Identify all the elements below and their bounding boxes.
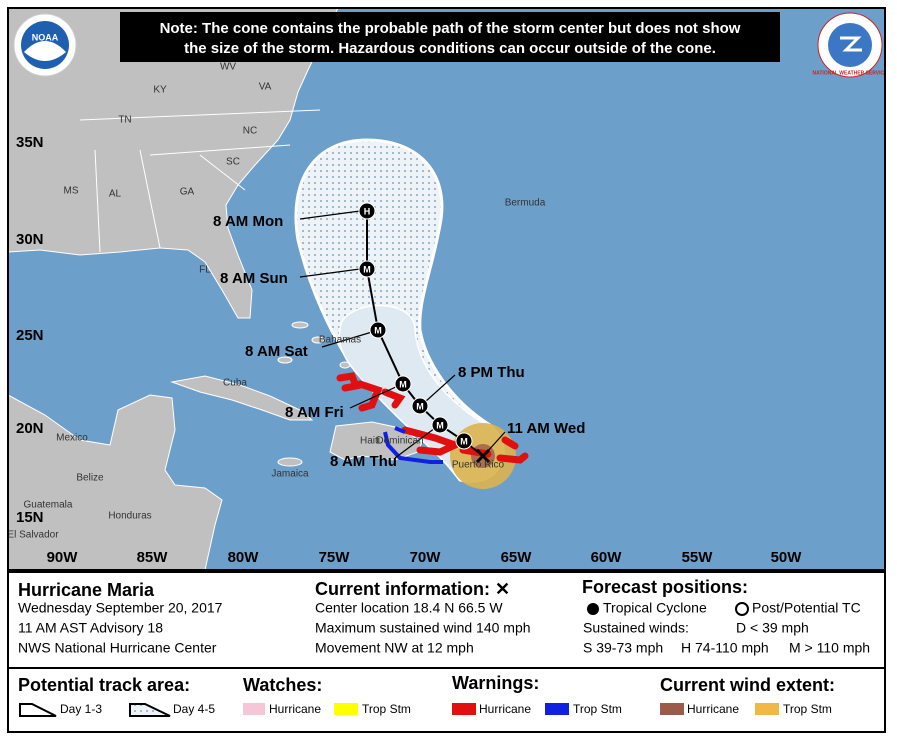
map-frame: [7, 7, 886, 571]
ts-warnings: [383, 426, 443, 464]
lon-label: 50W: [771, 549, 803, 566]
section-title: Current information: ✕: [315, 579, 510, 599]
info-text: Tropical Cyclone: [603, 600, 707, 616]
lon-label: 60W: [591, 549, 623, 566]
place-label: TN: [118, 115, 131, 126]
place-label: Bahamas: [319, 335, 361, 346]
info-panel: Hurricane Maria Wednesday September 20, …: [7, 571, 886, 733]
info-text: Center location 18.4 N 66.5 W: [315, 600, 503, 616]
legend-label: Hurricane: [687, 702, 739, 716]
note: Note: The cone contains the probable pat…: [160, 20, 741, 37]
marker: M: [363, 264, 371, 274]
lon-label: 85W: [137, 549, 169, 566]
place-label: GA: [180, 187, 195, 198]
legend-label: Trop Stm: [362, 702, 411, 716]
info-text: 11 AM AST Advisory 18: [18, 620, 163, 636]
lat-label: 15N: [16, 509, 44, 526]
place-label: Haiti: [360, 436, 380, 447]
info-text: Movement NW at 12 mph: [315, 640, 474, 656]
track-label: 8 PM Thu: [458, 364, 525, 381]
legend-title: Current wind extent:: [660, 675, 835, 695]
legend-title: Warnings:: [452, 673, 539, 693]
noaa-logo: NOAA: [13, 13, 77, 77]
info-text: Wednesday September 20, 2017: [18, 600, 223, 616]
legend-title: Watches:: [243, 675, 322, 695]
logo-text: NATIONAL WEATHER SERVICE: [813, 70, 889, 76]
place-label: FL: [199, 265, 211, 276]
place-label: Puerto Rico: [452, 460, 505, 471]
lon-label: 90W: [47, 549, 79, 566]
marker: M: [399, 379, 407, 389]
info-text: NWS National Hurricane Center: [18, 640, 217, 656]
info-text: Sustained winds:: [583, 620, 689, 636]
marker: H: [364, 206, 371, 216]
lon-label: 70W: [410, 549, 442, 566]
legend-label: Day 1-3: [60, 702, 102, 716]
info-text: Maximum sustained wind 140 mph: [315, 620, 531, 636]
track-labels: 11 AM Wed 8 AM Thu 8 PM Thu 8 AM Fri 8 A…: [213, 213, 585, 470]
lon-label: 75W: [319, 549, 351, 566]
lat-label: 25N: [16, 327, 44, 344]
track-label: 8 AM Sat: [245, 343, 308, 360]
legend-label: Day 4-5: [173, 702, 215, 716]
marker: M: [416, 401, 424, 411]
legend: Potential track area: Day 1-3 Day 4-5 Wa…: [18, 673, 835, 717]
legend-label: Hurricane: [479, 702, 531, 716]
place-label: El Salvador: [7, 530, 59, 541]
legend-label: Trop Stm: [573, 702, 622, 716]
track-label: 8 AM Mon: [213, 213, 283, 230]
note: the size of the storm. Hazardous conditi…: [184, 40, 716, 57]
lon-label: 65W: [501, 549, 533, 566]
lat-label: 30N: [16, 231, 44, 248]
hurricane-warnings: [336, 372, 529, 464]
place-labels: WV KY VA TN NC SC MS AL GA FL Bermuda Bahamas Cuba Me…: [7, 62, 546, 541]
place-label: Honduras: [108, 511, 151, 522]
info-text: S 39-73 mph: [583, 640, 663, 656]
map: M M M M M M H 11 AM Wed 8 AM Thu 8 PM Th…: [7, 8, 889, 570]
place-label: Belize: [76, 473, 104, 484]
place-label: Jamaica: [271, 469, 309, 480]
track-label: 11 AM Wed: [507, 420, 585, 437]
nws-logo: NATIONAL WEATHER SERVICE: [813, 12, 889, 78]
graticule-labels: 35N 30N 25N 20N 15N 90W 85W 80W 75W 70W 65W 60W 55W 5…: [16, 134, 802, 566]
current-position: [475, 448, 491, 464]
section-title: Forecast positions:: [582, 577, 748, 597]
place-label: Bermuda: [505, 198, 546, 209]
place-label: AL: [109, 189, 122, 200]
place-label: Cuba: [223, 378, 247, 389]
marker: M: [374, 325, 382, 335]
info-text: Post/Potential TC: [752, 600, 861, 616]
place-label: WV: [220, 62, 236, 73]
lat-label: 35N: [16, 134, 44, 151]
place-label: KY: [153, 85, 167, 96]
place-label: VA: [259, 82, 272, 93]
place-label: Mexico: [56, 433, 88, 444]
info-text: M > 110 mph: [789, 640, 870, 656]
info-text: H 74-110 mph: [681, 640, 769, 656]
logo-text: NOAA: [32, 32, 59, 42]
marker: M: [460, 436, 468, 446]
note-box: [120, 12, 780, 62]
info-text: D < 39 mph: [736, 620, 809, 636]
legend-label: Trop Stm: [783, 702, 832, 716]
place-label: SC: [226, 157, 240, 168]
track-leaders: [299, 210, 506, 459]
storm-name: Hurricane Maria: [18, 580, 155, 600]
lat-label: 20N: [16, 420, 44, 437]
track-label: 8 AM Fri: [285, 404, 344, 421]
track-markers: M M M M M M H: [358, 202, 473, 450]
legend-label: Hurricane: [269, 702, 321, 716]
place-label: Dominican: [376, 436, 423, 447]
legend-title: Potential track area:: [18, 675, 190, 695]
place-label: MS: [64, 186, 79, 197]
track-label: 8 AM Thu: [330, 453, 397, 470]
place-label: Guatemala: [24, 500, 73, 511]
lon-label: 55W: [682, 549, 714, 566]
marker: M: [436, 420, 444, 430]
lon-label: 80W: [228, 549, 260, 566]
place-label: NC: [243, 126, 257, 137]
track-label: 8 AM Sun: [220, 270, 288, 287]
